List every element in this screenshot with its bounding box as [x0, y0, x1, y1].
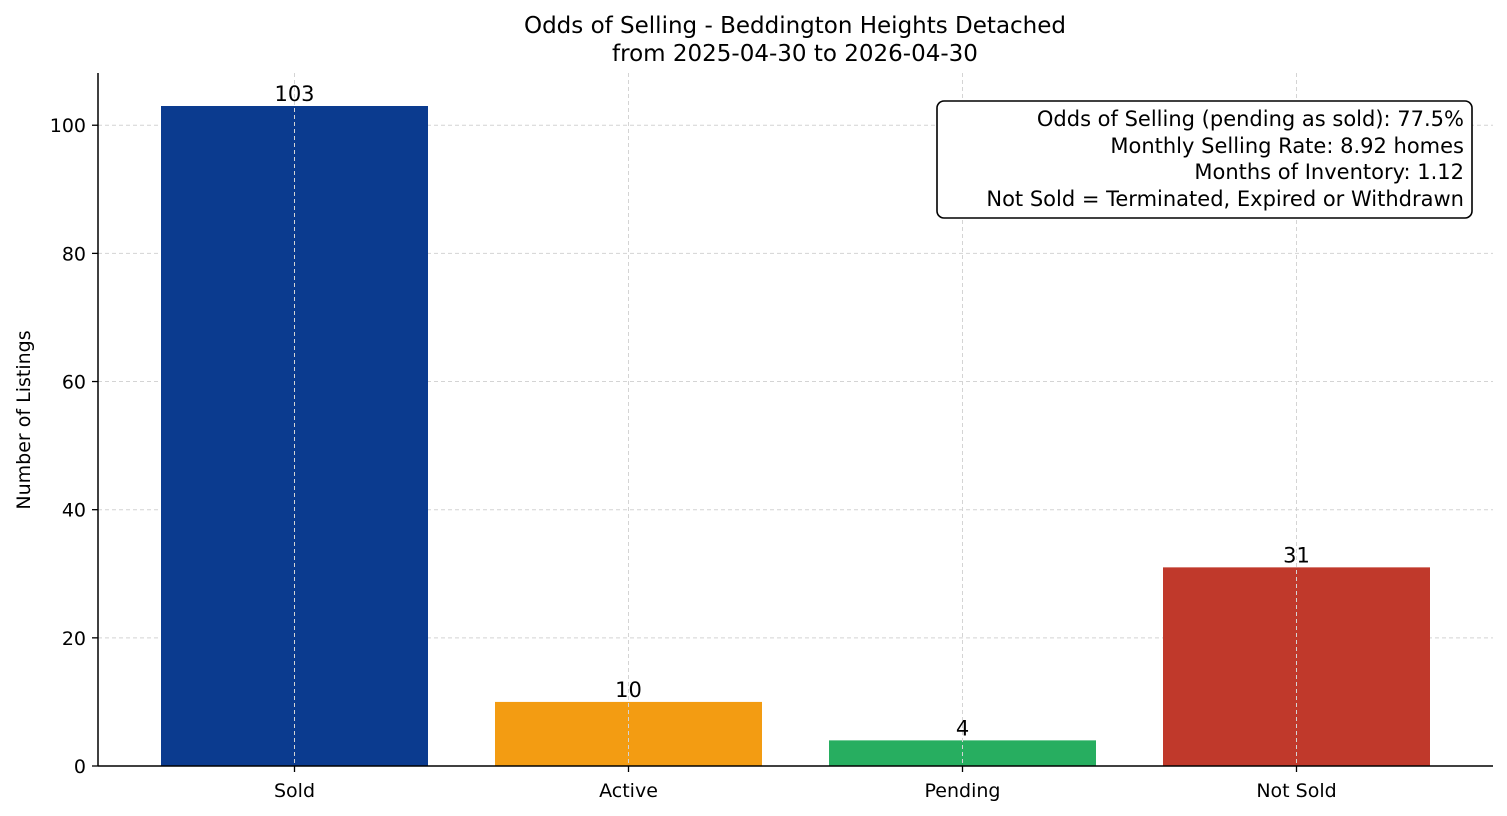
info-monthly-selling-rate: Monthly Selling Rate: 8.92 homes	[1110, 134, 1464, 158]
info-box-frame	[936, 100, 1473, 219]
y-axis-label: Number of Listings	[13, 330, 35, 509]
bar-not-sold	[1163, 567, 1430, 766]
y-tick-label: 60	[62, 372, 86, 394]
y-tick-label: 100	[50, 115, 86, 137]
x-tick-label: Sold	[274, 780, 315, 802]
y-tick-label: 40	[62, 500, 86, 522]
bar-sold	[161, 106, 428, 766]
x-tick-label: Active	[599, 780, 658, 802]
bar-value-label: 103	[274, 82, 314, 106]
chart-subtitle: from 2025-04-30 to 2026-04-30	[612, 41, 978, 67]
chart-title: Odds of Selling - Beddington Heights Det…	[524, 13, 1066, 39]
y-tick-label: 0	[74, 756, 86, 778]
y-axis-ticks: 0 20 40 60 80 100	[50, 115, 98, 778]
bar-value-labels: 103 10 4 31	[274, 82, 1309, 740]
info-box: Odds of Selling (pending as sold): 77.5%…	[936, 100, 1473, 219]
bar-value-label: 31	[1283, 543, 1310, 567]
x-tick-label: Not Sold	[1256, 780, 1336, 802]
info-months-of-inventory: Months of Inventory: 1.12	[1194, 160, 1464, 184]
y-tick-label: 80	[62, 243, 86, 265]
info-odds-of-selling: Odds of Selling (pending as sold): 77.5%	[1037, 107, 1464, 131]
bar-value-label: 4	[956, 716, 969, 740]
y-tick-label: 20	[62, 628, 86, 650]
bar-value-label: 10	[615, 678, 642, 702]
x-axis-ticks: Sold Active Pending Not Sold	[274, 766, 1337, 802]
x-tick-label: Pending	[925, 780, 1001, 802]
info-not-sold-definition: Not Sold = Terminated, Expired or Withdr…	[986, 187, 1464, 211]
